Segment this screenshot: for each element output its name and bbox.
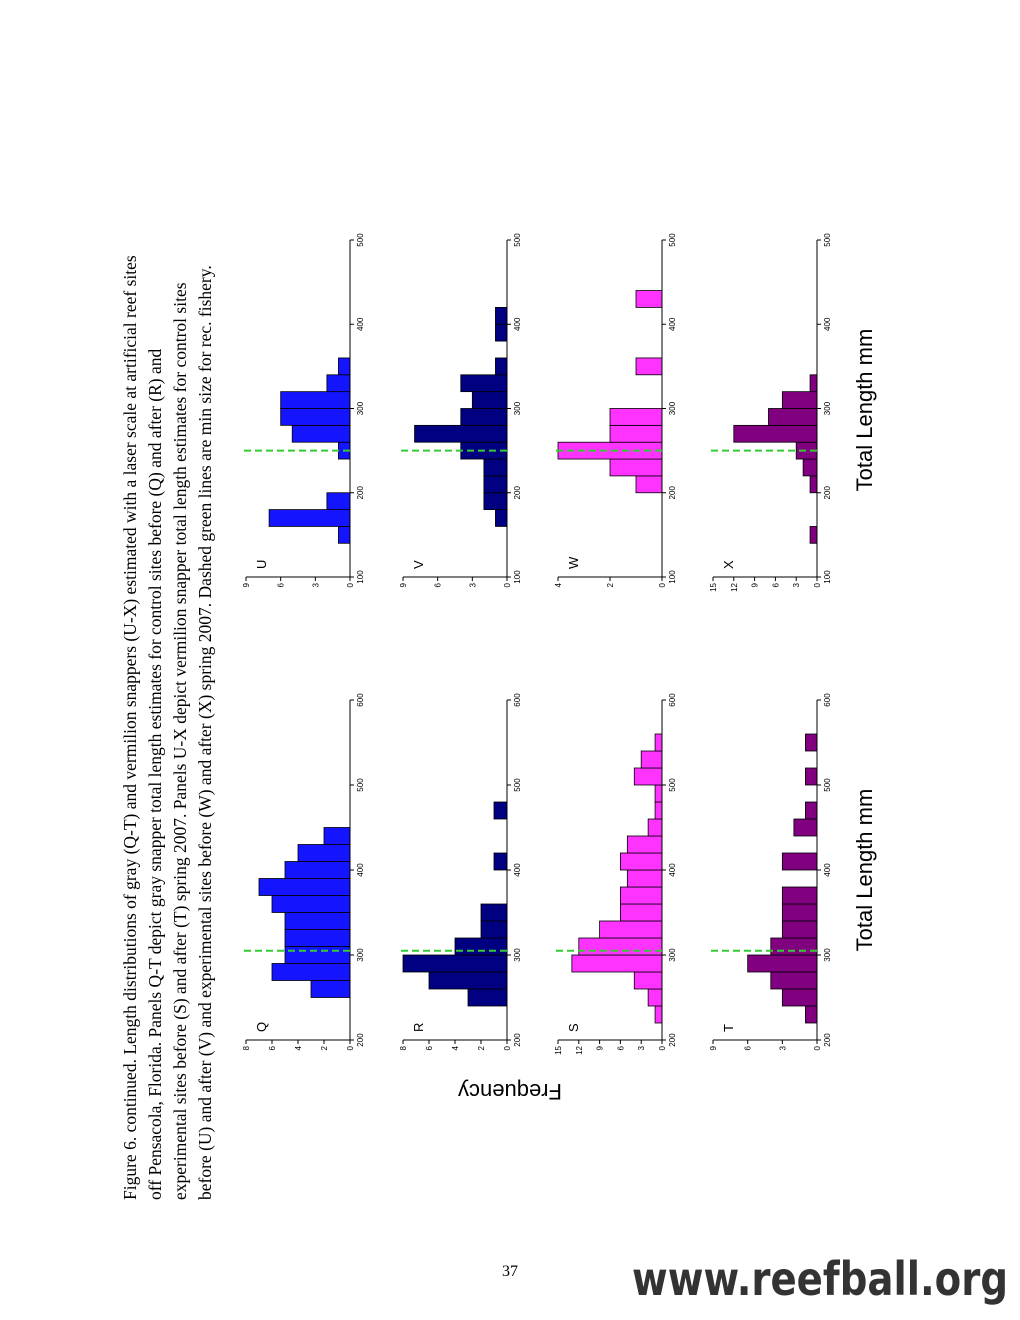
x-tick-label: 400 xyxy=(356,863,365,877)
x-tick-label: 300 xyxy=(668,948,677,962)
y-tick-label: 8 xyxy=(242,1045,251,1050)
y-tick-label: 15 xyxy=(554,1045,563,1054)
x-tick-label: 500 xyxy=(356,778,365,792)
y-tick-label: 4 xyxy=(554,582,563,587)
x-tick-label: 200 xyxy=(356,486,365,500)
x-tick-label: 400 xyxy=(668,863,677,877)
panel-label: X xyxy=(721,560,736,569)
y-tick-label: 2 xyxy=(477,1045,486,1050)
x-tick-label: 200 xyxy=(356,1033,365,1047)
x-tick-label: 400 xyxy=(668,317,677,331)
x-tick-label: 500 xyxy=(823,233,832,247)
caption-line: Figure 6. continued. Length distribution… xyxy=(120,255,140,1200)
y-tick-label: 3 xyxy=(468,582,477,587)
x-tick-label: 100 xyxy=(668,570,677,584)
y-axis-label: Frequency xyxy=(458,1079,562,1104)
y-tick-label: 3 xyxy=(792,582,801,587)
page-number: 37 xyxy=(502,1263,518,1280)
y-tick-label: 9 xyxy=(242,582,251,587)
panel-label: W xyxy=(566,556,581,569)
panel-label: V xyxy=(411,560,426,569)
y-tick-label: 12 xyxy=(730,582,739,591)
y-tick-label: 9 xyxy=(399,582,408,587)
panel-label: Q xyxy=(254,1022,269,1032)
caption-line: before (U) and after (V) and experimenta… xyxy=(195,265,215,1200)
x-tick-label: 400 xyxy=(823,863,832,877)
x-tick-label: 500 xyxy=(513,233,522,247)
y-tick-label: 3 xyxy=(311,582,320,587)
y-tick-label: 6 xyxy=(771,582,780,587)
y-tick-label: 6 xyxy=(425,1045,434,1050)
y-tick-label: 12 xyxy=(575,1045,584,1054)
x-tick-label: 500 xyxy=(668,778,677,792)
y-tick-label: 4 xyxy=(451,1045,460,1050)
y-tick-label: 15 xyxy=(709,582,718,591)
panel-label: R xyxy=(411,1023,426,1032)
y-tick-label: 9 xyxy=(709,1045,718,1050)
y-tick-label: 6 xyxy=(434,582,443,587)
y-tick-label: 6 xyxy=(277,582,286,587)
x-tick-label: 300 xyxy=(356,401,365,415)
x-tick-label: 400 xyxy=(513,317,522,331)
x-tick-label: 200 xyxy=(668,486,677,500)
y-tick-label: 9 xyxy=(596,1045,605,1050)
x-tick-label: 400 xyxy=(513,863,522,877)
y-tick-label: 0 xyxy=(658,582,667,587)
x-tick-label: 300 xyxy=(356,948,365,962)
y-tick-label: 2 xyxy=(320,1045,329,1050)
x-tick-label: 500 xyxy=(668,233,677,247)
x-tick-label: 300 xyxy=(513,401,522,415)
y-tick-label: 0 xyxy=(503,1045,512,1050)
y-tick-label: 3 xyxy=(637,1045,646,1050)
x-tick-label: 100 xyxy=(356,570,365,584)
y-tick-label: 3 xyxy=(778,1045,787,1050)
y-tick-label: 0 xyxy=(346,1045,355,1050)
x-tick-label: 100 xyxy=(513,570,522,584)
x-tick-label: 200 xyxy=(823,1033,832,1047)
y-tick-label: 8 xyxy=(399,1045,408,1050)
y-tick-label: 0 xyxy=(813,582,822,587)
x-tick-label: 400 xyxy=(823,317,832,331)
panel-label: T xyxy=(721,1024,736,1032)
x-tick-label: 500 xyxy=(823,778,832,792)
y-tick-label: 6 xyxy=(744,1045,753,1050)
watermark: www.reefball.org xyxy=(632,1252,1008,1306)
x-axis-label: Total Length mm xyxy=(852,329,877,492)
panel-label: U xyxy=(254,560,269,569)
y-tick-label: 9 xyxy=(751,582,760,587)
caption-line: experimental sites before (S) and after … xyxy=(170,282,190,1200)
x-tick-label: 600 xyxy=(823,693,832,707)
x-tick-label: 300 xyxy=(668,401,677,415)
x-tick-label: 400 xyxy=(356,317,365,331)
x-tick-label: 500 xyxy=(356,233,365,247)
x-tick-label: 300 xyxy=(823,948,832,962)
x-tick-label: 200 xyxy=(513,1033,522,1047)
x-tick-label: 600 xyxy=(356,693,365,707)
y-tick-label: 0 xyxy=(813,1045,822,1050)
y-tick-label: 0 xyxy=(658,1045,667,1050)
y-tick-label: 4 xyxy=(294,1045,303,1050)
x-tick-label: 600 xyxy=(513,693,522,707)
x-tick-label: 300 xyxy=(513,948,522,962)
y-tick-label: 0 xyxy=(503,582,512,587)
x-axis-label: Total Length mm xyxy=(852,789,877,952)
x-tick-label: 100 xyxy=(823,570,832,584)
y-tick-label: 6 xyxy=(616,1045,625,1050)
y-tick-label: 6 xyxy=(268,1045,277,1050)
caption-line: off Pensacola, Florida. Panels Q-T depic… xyxy=(145,349,165,1200)
panel-label: S xyxy=(566,1023,581,1032)
y-tick-label: 2 xyxy=(606,582,615,587)
x-tick-label: 600 xyxy=(668,693,677,707)
x-tick-label: 500 xyxy=(513,778,522,792)
x-tick-label: 300 xyxy=(823,401,832,415)
x-tick-label: 200 xyxy=(513,486,522,500)
x-tick-label: 200 xyxy=(668,1033,677,1047)
x-tick-label: 200 xyxy=(823,486,832,500)
y-tick-label: 0 xyxy=(346,582,355,587)
